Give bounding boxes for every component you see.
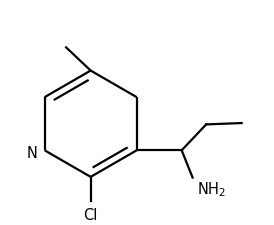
Text: Cl: Cl	[84, 208, 98, 223]
Text: N: N	[27, 146, 38, 160]
Text: NH$_2$: NH$_2$	[197, 180, 226, 199]
